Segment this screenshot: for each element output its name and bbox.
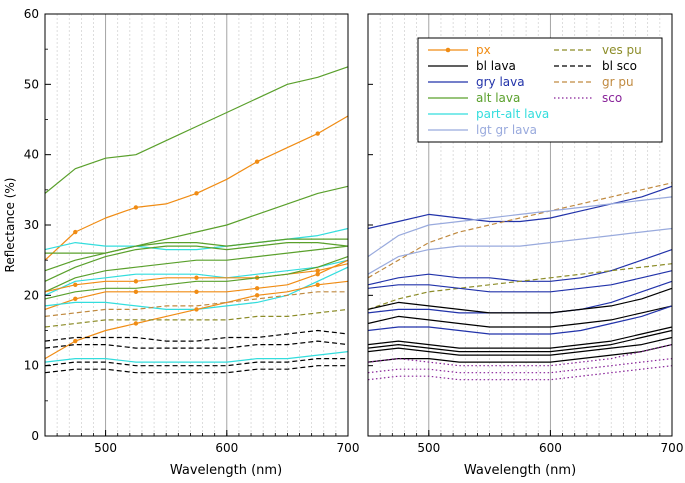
series-line-sco <box>367 344 673 367</box>
series-line-alt-lava <box>44 242 349 282</box>
y-tick-label: 60 <box>24 7 39 21</box>
data-point <box>254 293 260 298</box>
legend-label: sco <box>602 91 622 105</box>
series-line-bl-sco <box>44 329 349 342</box>
y-tick-label: 0 <box>31 429 39 443</box>
series-line-alt-lava <box>44 238 348 272</box>
series-line-bl-sco <box>44 340 349 349</box>
legend-marker <box>445 47 451 53</box>
series-line-lgt-gr-lava <box>367 196 673 258</box>
y-tick-label: 20 <box>24 288 39 302</box>
x-tick-label: 500 <box>94 441 117 455</box>
series-line-sco <box>367 358 673 374</box>
y-tick-label: 30 <box>24 218 39 232</box>
data-point <box>315 268 320 273</box>
legend-label: lgt gr lava <box>476 123 537 137</box>
x-tick-label: 500 <box>417 441 440 455</box>
series-line-alt-lava <box>44 256 349 300</box>
series-line-alt-lava <box>45 185 349 254</box>
data-point <box>254 159 260 164</box>
data-point <box>133 279 139 284</box>
series-line-gr-pu <box>44 291 348 317</box>
x-axis-label-left: Wavelength (nm) <box>170 463 282 478</box>
left-panel: 500 600 700 0 10 20 30 40 50 60 <box>24 7 360 455</box>
data-point <box>133 321 139 326</box>
legend-label: gry lava <box>476 75 525 89</box>
data-point <box>315 282 320 287</box>
data-point <box>194 289 199 295</box>
series-line-part-alt-lava <box>44 227 349 251</box>
series-line-bl-lava <box>367 344 673 363</box>
series-line-sco <box>367 365 673 381</box>
series-line-gry-lava <box>367 185 673 230</box>
data-point <box>73 338 78 344</box>
data-point <box>254 286 260 291</box>
series-group <box>44 66 349 374</box>
legend-label: px <box>476 43 491 57</box>
series-group <box>367 182 673 381</box>
x-tick-label: 600 <box>215 441 238 455</box>
series-line-alt-lava <box>44 66 349 194</box>
legend-label: ves pu <box>602 43 642 57</box>
series-line-alt-lava <box>44 245 349 293</box>
series-line-part-alt-lava <box>44 351 349 363</box>
series-line-ves-pu <box>44 308 349 328</box>
series-line-bl-sco <box>44 358 348 367</box>
y-axis-label: Reflectance (%) <box>3 178 17 273</box>
data-point <box>133 205 139 210</box>
y-tick-label: 40 <box>24 148 39 162</box>
series-line-bl-lava <box>367 326 673 349</box>
data-point <box>73 296 78 302</box>
series-line-gry-lava <box>367 270 673 293</box>
legend-label: bl sco <box>602 59 637 73</box>
series-line-ves-pu <box>367 263 673 310</box>
data-point <box>315 272 320 277</box>
legend-label: part-alt lava <box>476 107 549 121</box>
data-point <box>73 229 78 235</box>
x-tick-label: 600 <box>539 441 562 455</box>
data-point <box>133 289 139 295</box>
x-axis-label-right: Wavelength (nm) <box>464 463 576 478</box>
legend-box <box>417 37 663 143</box>
series-line-bl-lava <box>367 305 673 328</box>
x-tick-label: 700 <box>661 441 684 455</box>
series-line-gry-lava <box>367 249 673 286</box>
series-line-gry-lava <box>367 280 673 314</box>
grid <box>56 14 337 436</box>
legend-label: gr pu <box>602 75 634 89</box>
series-line-gry-lava <box>367 305 673 335</box>
y-tick-label: 50 <box>24 77 39 91</box>
legend: px bl lava gry lava alt lava part-alt lava lg… <box>417 37 663 143</box>
series-line-lgt-gr-lava <box>367 227 673 275</box>
data-point <box>194 191 199 196</box>
data-point <box>315 131 320 136</box>
series-line-bl-lava <box>367 329 673 353</box>
series-line-bl-sco <box>44 365 348 374</box>
y-tick-label: 10 <box>24 359 39 373</box>
x-tick-label: 700 <box>337 441 360 455</box>
series-line-bl-lava <box>367 287 673 314</box>
legend-label: alt lava <box>476 91 520 105</box>
data-point <box>194 275 199 280</box>
series-line-part-alt-lava <box>44 259 349 296</box>
series-line-gr-pu <box>367 182 673 279</box>
data-point <box>194 307 199 312</box>
series-line-bl-lava <box>367 336 673 356</box>
data-point <box>73 282 78 287</box>
legend-label: bl lava <box>476 59 516 73</box>
